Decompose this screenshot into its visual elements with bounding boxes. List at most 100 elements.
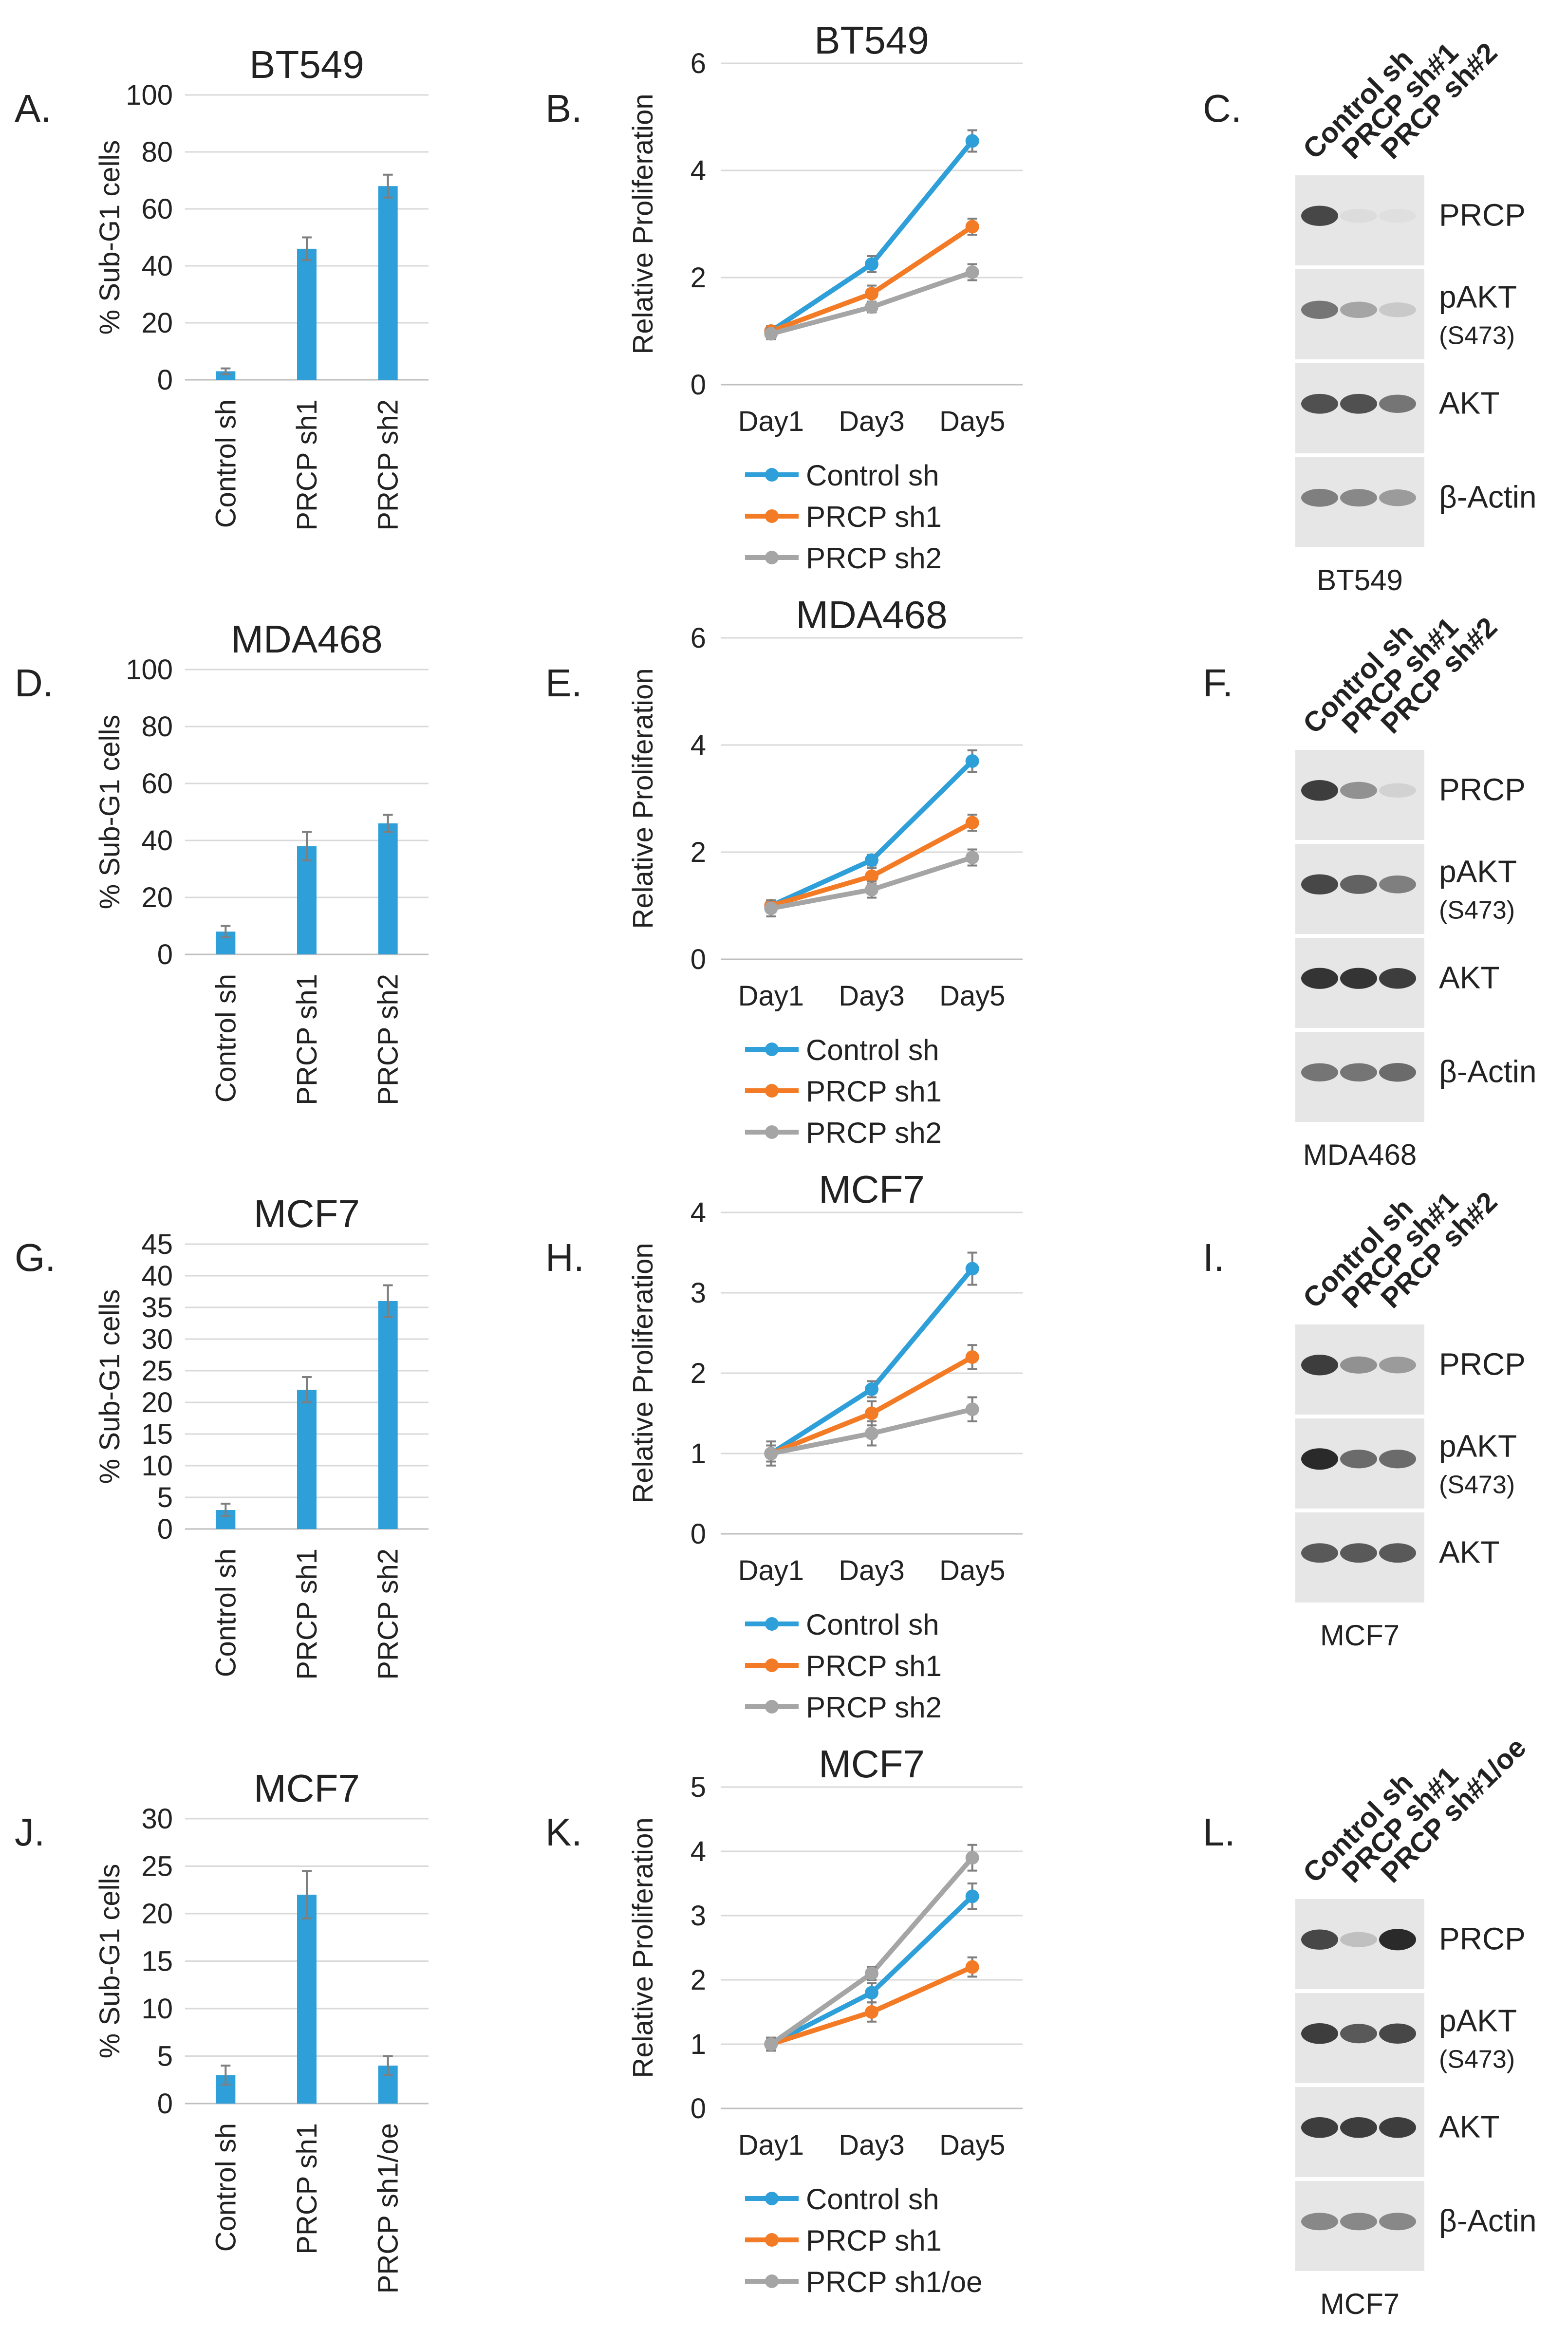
blot-band	[1301, 1543, 1338, 1563]
line-y-tick-label: 4	[691, 1836, 706, 1867]
line-point	[764, 1447, 778, 1460]
blot-band-label: pAKT	[1439, 854, 1517, 889]
bar-chart-title: BT549	[249, 43, 364, 86]
line-point	[965, 220, 979, 234]
blot-band	[1301, 1355, 1338, 1376]
figure-row: D.MDA468% Sub-G1 cells020406080100Contro…	[15, 593, 1536, 1171]
line-point	[865, 869, 878, 883]
line-point	[965, 754, 979, 768]
line-x-tick-label: Day3	[839, 1555, 904, 1586]
line-y-tick-label: 2	[691, 262, 706, 294]
legend-label: Control sh	[806, 1608, 939, 1641]
line-y-tick-label: 1	[691, 1438, 706, 1470]
blot-band	[1379, 1929, 1416, 1951]
bar-y-tick-label: 60	[141, 768, 173, 800]
legend-marker	[765, 1659, 779, 1672]
bar-chart-title: MCF7	[254, 1192, 360, 1235]
line-point	[865, 257, 878, 271]
blot-band-label: pAKT	[1439, 1428, 1517, 1463]
line-x-tick-label: Day1	[738, 1555, 804, 1586]
blot-band-sublabel: (S473)	[1439, 321, 1515, 350]
legend-label: PRCP sh1/oe	[806, 2266, 982, 2298]
legend-marker	[765, 2233, 779, 2247]
blot-band	[1301, 1063, 1338, 1082]
bar-category-label: PRCP sh2	[373, 399, 404, 531]
line-point	[965, 1262, 979, 1276]
line-y-tick-label: 3	[691, 1277, 706, 1309]
legend-label: PRCP sh2	[806, 542, 942, 575]
line-x-tick-label: Day3	[839, 2129, 904, 2161]
line-chart-title: MDA468	[796, 593, 947, 636]
line-x-tick-label: Day5	[939, 2129, 1005, 2161]
blot-band	[1301, 2023, 1338, 2044]
blot-band	[1340, 208, 1377, 223]
legend-label: PRCP sh1	[806, 2224, 942, 2257]
blot-band	[1301, 205, 1338, 226]
bar-category-label: PRCP sh2	[373, 974, 404, 1105]
blot-band	[1340, 968, 1377, 989]
blot-band-label: PRCP	[1439, 1346, 1526, 1381]
bar-y-tick-label: 0	[157, 939, 173, 970]
blot-band-label: PRCP	[1439, 1921, 1526, 1956]
blot-band	[1301, 1448, 1338, 1470]
line-chart-title: BT549	[814, 19, 929, 62]
blot-band	[1379, 1543, 1416, 1563]
bar-y-tick-label: 100	[126, 79, 173, 111]
blot-band-label: β-Actin	[1439, 2203, 1536, 2238]
line-point	[865, 883, 878, 896]
line-x-tick-label: Day1	[738, 980, 804, 1012]
bar-category-label: PRCP sh1	[291, 1548, 323, 1680]
panel-letter: D.	[15, 661, 54, 705]
bar-y-axis-label: % Sub-G1 cells	[94, 1864, 126, 2059]
line-x-tick-label: Day3	[839, 980, 904, 1012]
line-y-axis-label: Relative Proliferation	[627, 1817, 659, 2078]
legend-marker	[765, 1617, 779, 1631]
blot-band-label: β-Actin	[1439, 1054, 1536, 1089]
blot-band	[1301, 488, 1338, 507]
panel-letter: G.	[15, 1236, 56, 1279]
bar-category-label: PRCP sh2	[373, 1548, 404, 1680]
blot-band	[1340, 1063, 1377, 1082]
bar-chart-title: MCF7	[254, 1767, 360, 1810]
bar-category-label: PRCP sh1	[291, 399, 323, 531]
blot-band	[1379, 2023, 1416, 2044]
figure-row: A.BT549% Sub-G1 cells020406080100Control…	[15, 19, 1536, 596]
line-y-tick-label: 0	[691, 2093, 706, 2124]
panel-letter: I.	[1203, 1236, 1224, 1279]
bar-y-tick-label: 30	[141, 1803, 173, 1835]
bar-category-label: Control sh	[210, 399, 242, 528]
panel-letter: K.	[545, 1810, 582, 1854]
line-point	[965, 851, 979, 864]
legend-marker	[765, 468, 779, 482]
bar-category-label: Control sh	[210, 974, 242, 1102]
line-point	[865, 300, 878, 314]
blot-band	[1379, 394, 1416, 413]
blot-band	[1301, 1929, 1338, 1950]
bar-y-axis-label: % Sub-G1 cells	[94, 1289, 126, 1484]
figure-row: J.MCF7% Sub-G1 cells051015202530Control …	[15, 1732, 1536, 2320]
panel-letter: L.	[1203, 1810, 1235, 1854]
blot-band-sublabel: (S473)	[1439, 896, 1515, 924]
bar-y-axis-label: % Sub-G1 cells	[94, 140, 126, 335]
bar-category-label: PRCP sh1	[291, 2123, 323, 2255]
legend-label: Control sh	[806, 1034, 939, 1066]
bar-category-label: PRCP sh1	[291, 974, 323, 1105]
line-y-axis-label: Relative Proliferation	[627, 668, 659, 929]
blot-band-label: pAKT	[1439, 279, 1517, 314]
line-y-tick-label: 4	[691, 1197, 706, 1229]
blot-band	[1340, 2117, 1377, 2138]
bar-y-tick-label: 25	[141, 1355, 173, 1387]
panel-letter: A.	[15, 87, 52, 130]
legend-marker	[765, 551, 779, 564]
blot-band	[1340, 301, 1377, 318]
legend-marker	[765, 509, 779, 523]
blot-band-label: pAKT	[1439, 2003, 1517, 2038]
blot-band	[1379, 1063, 1416, 1082]
blot-band	[1340, 1543, 1377, 1563]
bar-y-tick-label: 20	[141, 882, 173, 913]
blot-cell-line-label: MCF7	[1320, 2288, 1400, 2320]
bar-y-tick-label: 25	[141, 1851, 173, 1882]
line-y-tick-label: 6	[691, 48, 706, 79]
legend-marker	[765, 1700, 779, 1714]
